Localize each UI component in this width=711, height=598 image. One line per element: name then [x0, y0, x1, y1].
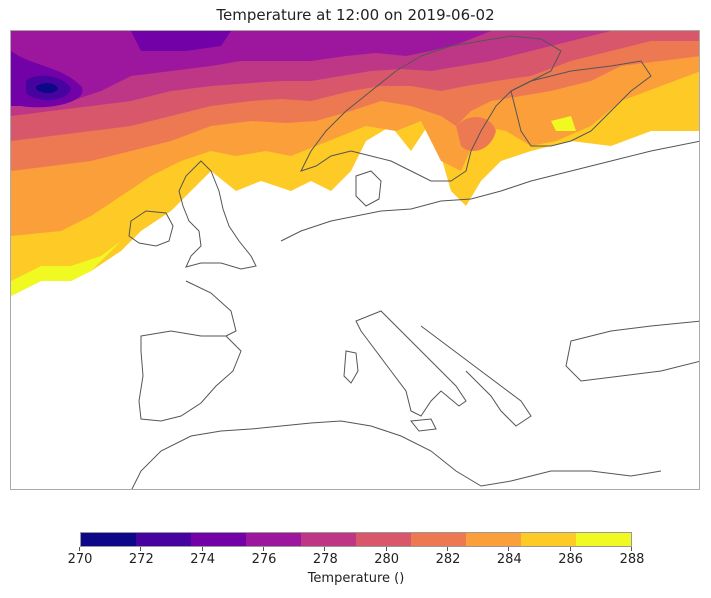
colorbar — [80, 532, 632, 547]
colorbar-ticks: 270 272 274 276 278 280 282 284 286 288 — [68, 547, 644, 570]
colorbar-tick: 278 — [310, 547, 340, 567]
map-title: Temperature at 12:00 on 2019-06-02 — [216, 6, 495, 24]
coastlines — [128, 35, 699, 489]
colorbar-tick: 272 — [126, 547, 156, 567]
colorbar-tick: 284 — [494, 547, 524, 567]
coast-balkans — [420, 325, 532, 427]
colorbar-tick: 288 — [617, 547, 647, 567]
coast-denmark — [355, 170, 382, 207]
band-270-core — [36, 83, 58, 94]
colorbar-segment — [191, 533, 246, 546]
warm-patch-sea — [11, 241, 121, 296]
colorbar-segment — [466, 533, 521, 546]
colorbar-segment — [576, 533, 631, 546]
colorbar-segment — [521, 533, 576, 546]
warm-patch-baltic — [551, 116, 576, 131]
colorbar-segment — [301, 533, 356, 546]
colorbar-label: Temperature () — [307, 571, 405, 586]
coast-sardinia — [343, 350, 359, 384]
coast-iberia — [138, 330, 242, 422]
coast-great-britain — [178, 160, 257, 270]
colorbar-tick: 280 — [372, 547, 402, 567]
coast-finland — [510, 60, 652, 147]
colorbar-tick: 270 — [65, 547, 95, 567]
colorbar-segment — [136, 533, 191, 546]
colorbar-segment — [411, 533, 466, 546]
coast-continent-north — [280, 140, 699, 242]
colorbar-tick: 274 — [188, 547, 218, 567]
coast-sicily — [410, 418, 437, 432]
colorbar-tick: 286 — [556, 547, 586, 567]
coast-north-africa — [131, 420, 662, 489]
colorbar-segment — [356, 533, 411, 546]
colorbar-segment — [246, 533, 301, 546]
colorbar-tick: 282 — [433, 547, 463, 567]
coast-turkey — [565, 320, 699, 382]
coast-france — [185, 280, 237, 337]
coast-italy — [355, 310, 467, 417]
warm-patch-scandinavia — [456, 116, 496, 151]
map-panel[interactable] — [10, 30, 700, 490]
temperature-contour-map — [11, 31, 699, 489]
colorbar-segment — [81, 533, 136, 546]
band-274-276 — [11, 31, 491, 101]
coast-ireland — [128, 210, 174, 247]
colorbar-tick: 276 — [249, 547, 279, 567]
